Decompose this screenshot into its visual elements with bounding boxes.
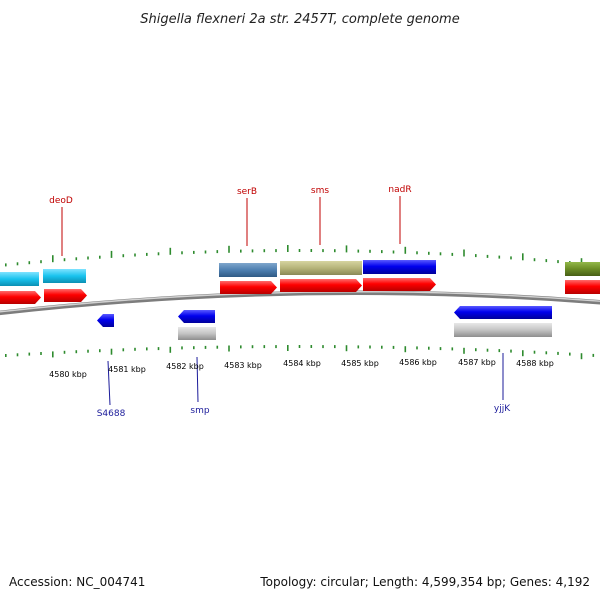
tick-marks-top	[5, 245, 595, 267]
axis-label-4582: 4582 kbp	[166, 362, 204, 371]
axis-label-4585: 4585 kbp	[341, 359, 379, 368]
feature-steel-serB[interactable]	[219, 263, 277, 277]
axis-label-4580: 4580 kbp	[49, 370, 87, 379]
gene-reverse-S4688[interactable]	[97, 314, 114, 327]
axis-label-4584: 4584 kbp	[283, 359, 321, 368]
tick-marks-bottom	[5, 345, 595, 360]
gene-label-yjjK[interactable]: yjjK	[494, 404, 511, 414]
feature-gray-yjjK[interactable]	[454, 323, 552, 337]
accession-text: Accession: NC_004741	[9, 575, 145, 589]
gene-label-deoD[interactable]: deoD	[49, 196, 73, 206]
leader-S4688	[107, 360, 111, 406]
axis-label-4581: 4581 kbp	[108, 365, 146, 374]
axis-label-4586: 4586 kbp	[399, 358, 437, 367]
gene-forward-nadR[interactable]	[363, 278, 436, 291]
feature-gray-smp[interactable]	[178, 327, 216, 340]
axis-label-4583: 4583 kbp	[224, 361, 262, 370]
feature-cyan-deoD[interactable]	[43, 269, 86, 283]
gene-label-sms[interactable]: sms	[311, 186, 329, 196]
axis-label-4588: 4588 kbp	[516, 359, 554, 368]
gene-label-S4688[interactable]: S4688	[97, 409, 126, 419]
gene-forward-right[interactable]	[565, 280, 600, 294]
feature-blue-nadR[interactable]	[363, 260, 436, 274]
gene-label-nadR[interactable]: nadR	[388, 185, 411, 195]
gene-reverse-yjjK[interactable]	[454, 306, 552, 319]
gene-forward-sms[interactable]	[280, 279, 362, 292]
genome-backbone	[0, 290, 600, 316]
gene-label-serB[interactable]: serB	[237, 187, 257, 197]
gene-forward-serB[interactable]	[220, 281, 277, 294]
gene-forward-deoD[interactable]	[44, 289, 87, 302]
genome-summary-text: Topology: circular; Length: 4,599,354 bp…	[259, 575, 590, 589]
feature-khaki-sms[interactable]	[280, 261, 362, 275]
gene-forward-1[interactable]	[0, 291, 41, 304]
gene-reverse-smp[interactable]	[178, 310, 215, 323]
map-title: Shigella flexneri 2a str. 2457T, complet…	[140, 12, 459, 27]
feature-cyan-1[interactable]	[0, 272, 39, 286]
feature-olive[interactable]	[565, 262, 600, 276]
genome-backbone-highlight	[0, 291, 600, 313]
gene-label-smp[interactable]: smp	[190, 406, 209, 416]
axis-label-4587: 4587 kbp	[458, 358, 496, 367]
leader-smp	[196, 356, 199, 403]
